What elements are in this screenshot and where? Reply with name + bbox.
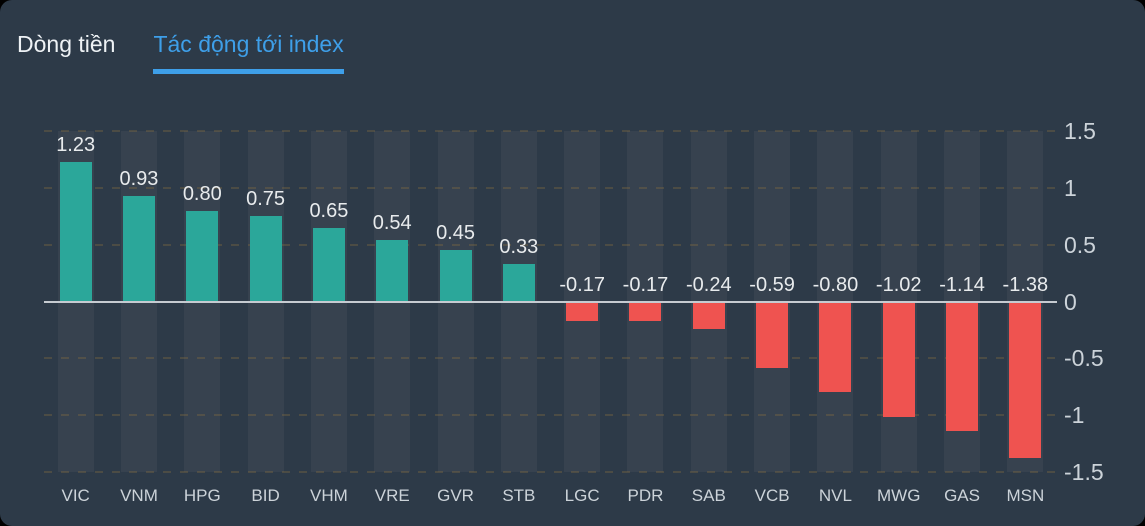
x-axis-label-nvl: NVL: [818, 486, 852, 505]
x-axis-label-lgc: LGC: [564, 486, 600, 505]
x-axis-label-mwg: MWG: [877, 486, 921, 505]
bar-vic[interactable]: [59, 162, 92, 302]
x-axis-label-vcb: VCB: [754, 486, 790, 505]
bar-bid[interactable]: [249, 216, 282, 302]
x-axis-label-sab: SAB: [691, 486, 726, 505]
x-axis-label-vre: VRE: [374, 486, 410, 505]
y-axis-label: 1: [1064, 175, 1077, 202]
bar-vnm[interactable]: [122, 196, 155, 302]
bar-msn[interactable]: [1009, 301, 1042, 458]
grid-line: [44, 470, 1057, 473]
bar-value-label: -1.02: [875, 273, 922, 296]
bar-value-label: -1.38: [1002, 273, 1049, 296]
bar-value-label: 0.65: [309, 199, 349, 222]
grid-line: [44, 130, 1057, 133]
bar-value-label: 0.45: [436, 222, 475, 245]
bar-vhm[interactable]: [312, 227, 345, 302]
x-axis-label-hpg: HPG: [183, 486, 221, 505]
bar-stb[interactable]: [502, 264, 535, 302]
bar-gas[interactable]: [946, 301, 979, 431]
grid-line: [44, 187, 1057, 190]
grid-line: [44, 413, 1057, 416]
bar-value-label: -1.14: [939, 273, 985, 296]
bar-value-label: -0.17: [559, 273, 605, 296]
x-axis-label-vic: VIC: [61, 486, 90, 505]
bar-mwg[interactable]: [882, 301, 915, 418]
bar-nvl[interactable]: [819, 301, 852, 393]
bar-pdr[interactable]: [629, 301, 662, 321]
bar-sab[interactable]: [692, 301, 725, 329]
bar-value-label: -0.59: [749, 273, 795, 296]
y-axis-label: -0.5: [1064, 345, 1104, 372]
bar-value-label: 0.93: [119, 168, 159, 191]
bar-hpg[interactable]: [186, 210, 219, 302]
bar-value-label: 0.33: [499, 236, 539, 259]
bar-value-label: -0.24: [685, 273, 732, 296]
bar-vre[interactable]: [376, 240, 409, 302]
bar-value-label: -0.17: [622, 273, 669, 296]
bar-gvr[interactable]: [439, 250, 472, 302]
x-axis-label-vhm: VHM: [310, 486, 348, 505]
bar-value-label: 0.80: [182, 182, 222, 205]
grid-line: [44, 357, 1057, 360]
tab-dong-tien[interactable]: Dòng tiền: [17, 31, 116, 57]
x-axis-label-vnm: VNM: [120, 486, 158, 505]
tab-tac-dong-toi-index[interactable]: Tác động tới index: [153, 33, 344, 74]
x-axis-label-stb: STB: [502, 486, 536, 505]
y-axis-label: 0.5: [1064, 231, 1096, 258]
y-axis-label: -1.5: [1064, 458, 1104, 485]
bar-value-label: 0.75: [246, 188, 286, 211]
x-axis-label-bid: BID: [251, 486, 280, 505]
x-axis-label-gvr: GVR: [437, 486, 474, 505]
y-axis-label: 1.5: [1064, 118, 1096, 145]
bar-value-label: -0.80: [812, 273, 859, 296]
grid-line: [44, 243, 1057, 246]
x-axis-label-msn: MSN: [1006, 486, 1045, 505]
x-axis-label-gas: GAS: [944, 486, 980, 505]
y-axis-label: -1: [1064, 401, 1085, 428]
zero-axis-line: [44, 300, 1057, 303]
x-axis-label-pdr: PDR: [627, 486, 664, 505]
bar-vcb[interactable]: [756, 301, 789, 369]
bar-value-label: 0.54: [372, 212, 412, 235]
bar-value-label: 1.23: [56, 134, 96, 157]
tab-bar: Dòng tiền Tác động tới index: [17, 33, 344, 74]
bar-lgc[interactable]: [566, 301, 599, 321]
y-axis-label: 0: [1064, 288, 1077, 315]
